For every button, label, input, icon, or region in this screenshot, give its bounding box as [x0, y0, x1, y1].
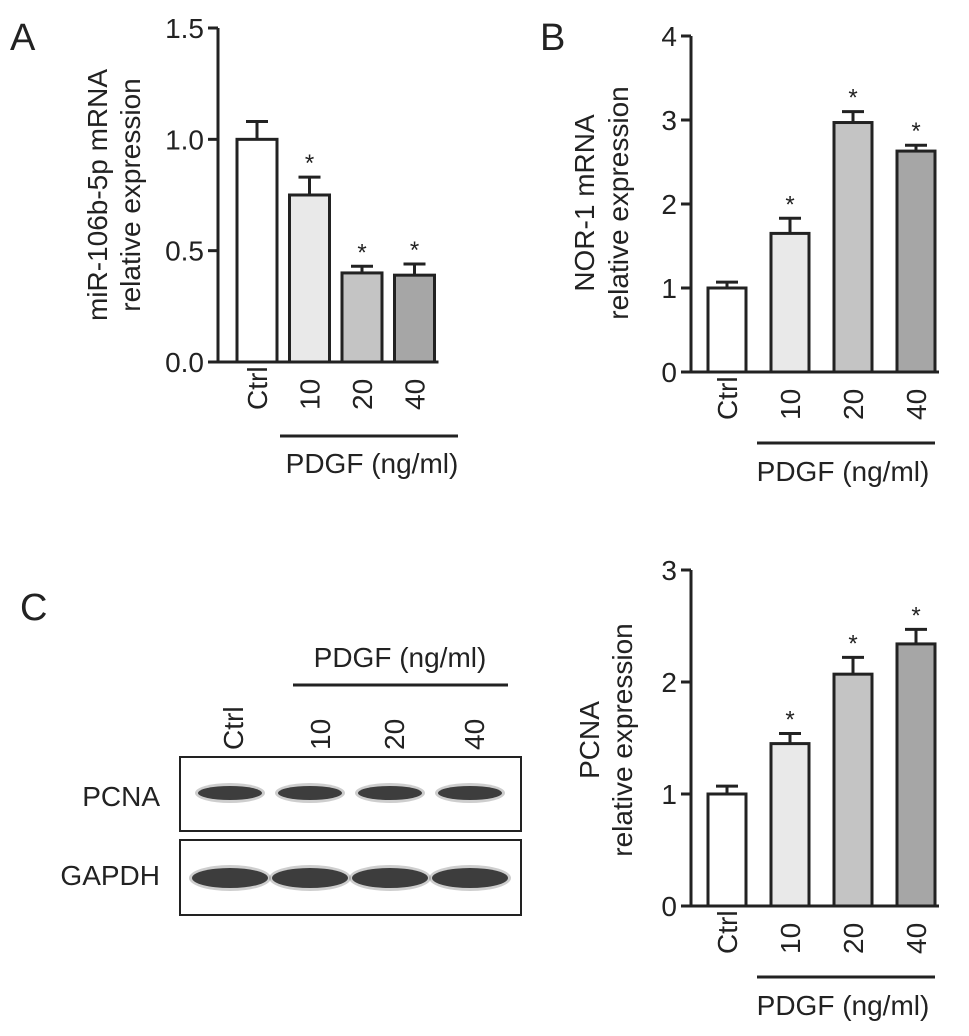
- bar: [769, 742, 811, 908]
- y-axis-label: PCNA: [574, 701, 605, 779]
- y-tick-label: 0: [661, 357, 677, 388]
- blot-lane-label: 20: [379, 719, 410, 750]
- chart-a-mir106b: 0.0 0.5 1.0 1.5 miR-106b-5p mRNA relative exp…: [82, 13, 458, 479]
- y-tick-label: 0.5: [165, 236, 204, 267]
- y-axis-label: relative expression: [115, 78, 146, 311]
- x-tick-label: 40: [901, 389, 932, 420]
- blot-bands-gapdh: [189, 865, 511, 891]
- blot-row-label-gapdh: GAPDH: [60, 860, 160, 891]
- y-tick-label: 3: [661, 555, 677, 586]
- blot-treatment-label: PDGF (ng/ml): [314, 642, 487, 673]
- x-tick-label: 40: [400, 379, 431, 410]
- blot-lane-label: 10: [305, 719, 336, 750]
- significance-marker: *: [848, 630, 857, 657]
- bar: [235, 137, 279, 364]
- x-tick-label: Ctrl: [712, 376, 743, 420]
- y-tick-label: 3: [661, 105, 677, 136]
- blot-band-halo: [355, 783, 425, 803]
- treatment-group-label: PDGF (ng/ml): [757, 990, 930, 1021]
- blot-band: [192, 868, 268, 888]
- treatment-group-label: PDGF (ng/ml): [286, 448, 459, 479]
- significance-marker: *: [785, 191, 794, 218]
- blot-band: [438, 786, 502, 800]
- blot-lane-label: Ctrl: [218, 706, 249, 750]
- bar: [288, 193, 331, 364]
- x-tick-label: 10: [295, 379, 326, 410]
- bar: [895, 149, 937, 374]
- y-tick-label: 1: [661, 779, 677, 810]
- chart-c-pcna: 0 1 2 3 PCNA relative expression Ctrl * 10 * 20 * 40…: [574, 555, 939, 1021]
- x-tick-label: 40: [901, 923, 932, 954]
- western-blot: PDGF (ng/ml) Ctrl 10 20 40 PCNA GAPDH: [60, 642, 522, 916]
- x-tick-label: 20: [347, 379, 378, 410]
- y-tick-label: 1.0: [165, 124, 204, 155]
- blot-lane-label: 40: [459, 719, 490, 750]
- y-tick-label: 1: [661, 273, 677, 304]
- x-tick-label: 10: [775, 389, 806, 420]
- bar: [895, 642, 937, 908]
- significance-marker: *: [305, 150, 314, 177]
- panel-label-b: B: [540, 17, 565, 59]
- significance-marker: *: [848, 85, 857, 112]
- blot-band: [198, 786, 262, 800]
- blot-bands-pcna: [195, 783, 505, 803]
- significance-marker: *: [911, 118, 920, 145]
- y-tick-label: 2: [661, 667, 677, 698]
- blot-band: [358, 786, 422, 800]
- blot-band: [278, 786, 342, 800]
- x-tick-label: 20: [838, 923, 869, 954]
- blot-band-halo: [429, 865, 511, 891]
- x-tick-label: 20: [838, 389, 869, 420]
- y-axis-label: miR-106b-5p mRNA: [82, 69, 113, 321]
- significance-marker: *: [357, 239, 366, 266]
- y-axis-label: relative expression: [607, 623, 638, 856]
- blot-row-label-pcna: PCNA: [82, 781, 160, 812]
- bar: [769, 231, 811, 374]
- blot-band-halo: [349, 865, 431, 891]
- bar: [393, 273, 436, 364]
- bar: [832, 672, 874, 908]
- y-axis-label: NOR-1 mRNA: [569, 114, 600, 292]
- x-tick-label: Ctrl: [712, 910, 743, 954]
- y-axis-label: relative expression: [603, 86, 634, 319]
- chart-b-nor1: 0 1 2 3 4 NOR-1 mRNA relative expression Ctrl * 1…: [569, 21, 939, 487]
- treatment-group-label: PDGF (ng/ml): [757, 456, 930, 487]
- blot-band-halo: [275, 783, 345, 803]
- significance-marker: *: [410, 237, 419, 264]
- blot-band-halo: [435, 783, 505, 803]
- x-tick-label: Ctrl: [242, 366, 273, 410]
- bar: [706, 792, 748, 908]
- blot-band-halo: [189, 865, 271, 891]
- bar: [832, 121, 874, 374]
- blot-band: [352, 868, 428, 888]
- bar: [706, 286, 748, 374]
- panel-label-a: A: [10, 17, 36, 59]
- y-tick-label: 1.5: [165, 13, 204, 44]
- blot-band-halo: [269, 865, 351, 891]
- panel-label-c: C: [20, 587, 47, 629]
- x-tick-label: 10: [775, 923, 806, 954]
- y-tick-label: 4: [661, 21, 677, 52]
- blot-band: [272, 868, 348, 888]
- y-tick-label: 0: [661, 891, 677, 922]
- y-tick-label: 2: [661, 189, 677, 220]
- significance-marker: *: [911, 602, 920, 629]
- blot-band-halo: [195, 783, 265, 803]
- y-tick-label: 0.0: [165, 347, 204, 378]
- significance-marker: *: [785, 707, 794, 734]
- blot-band: [432, 868, 508, 888]
- bar: [340, 271, 384, 364]
